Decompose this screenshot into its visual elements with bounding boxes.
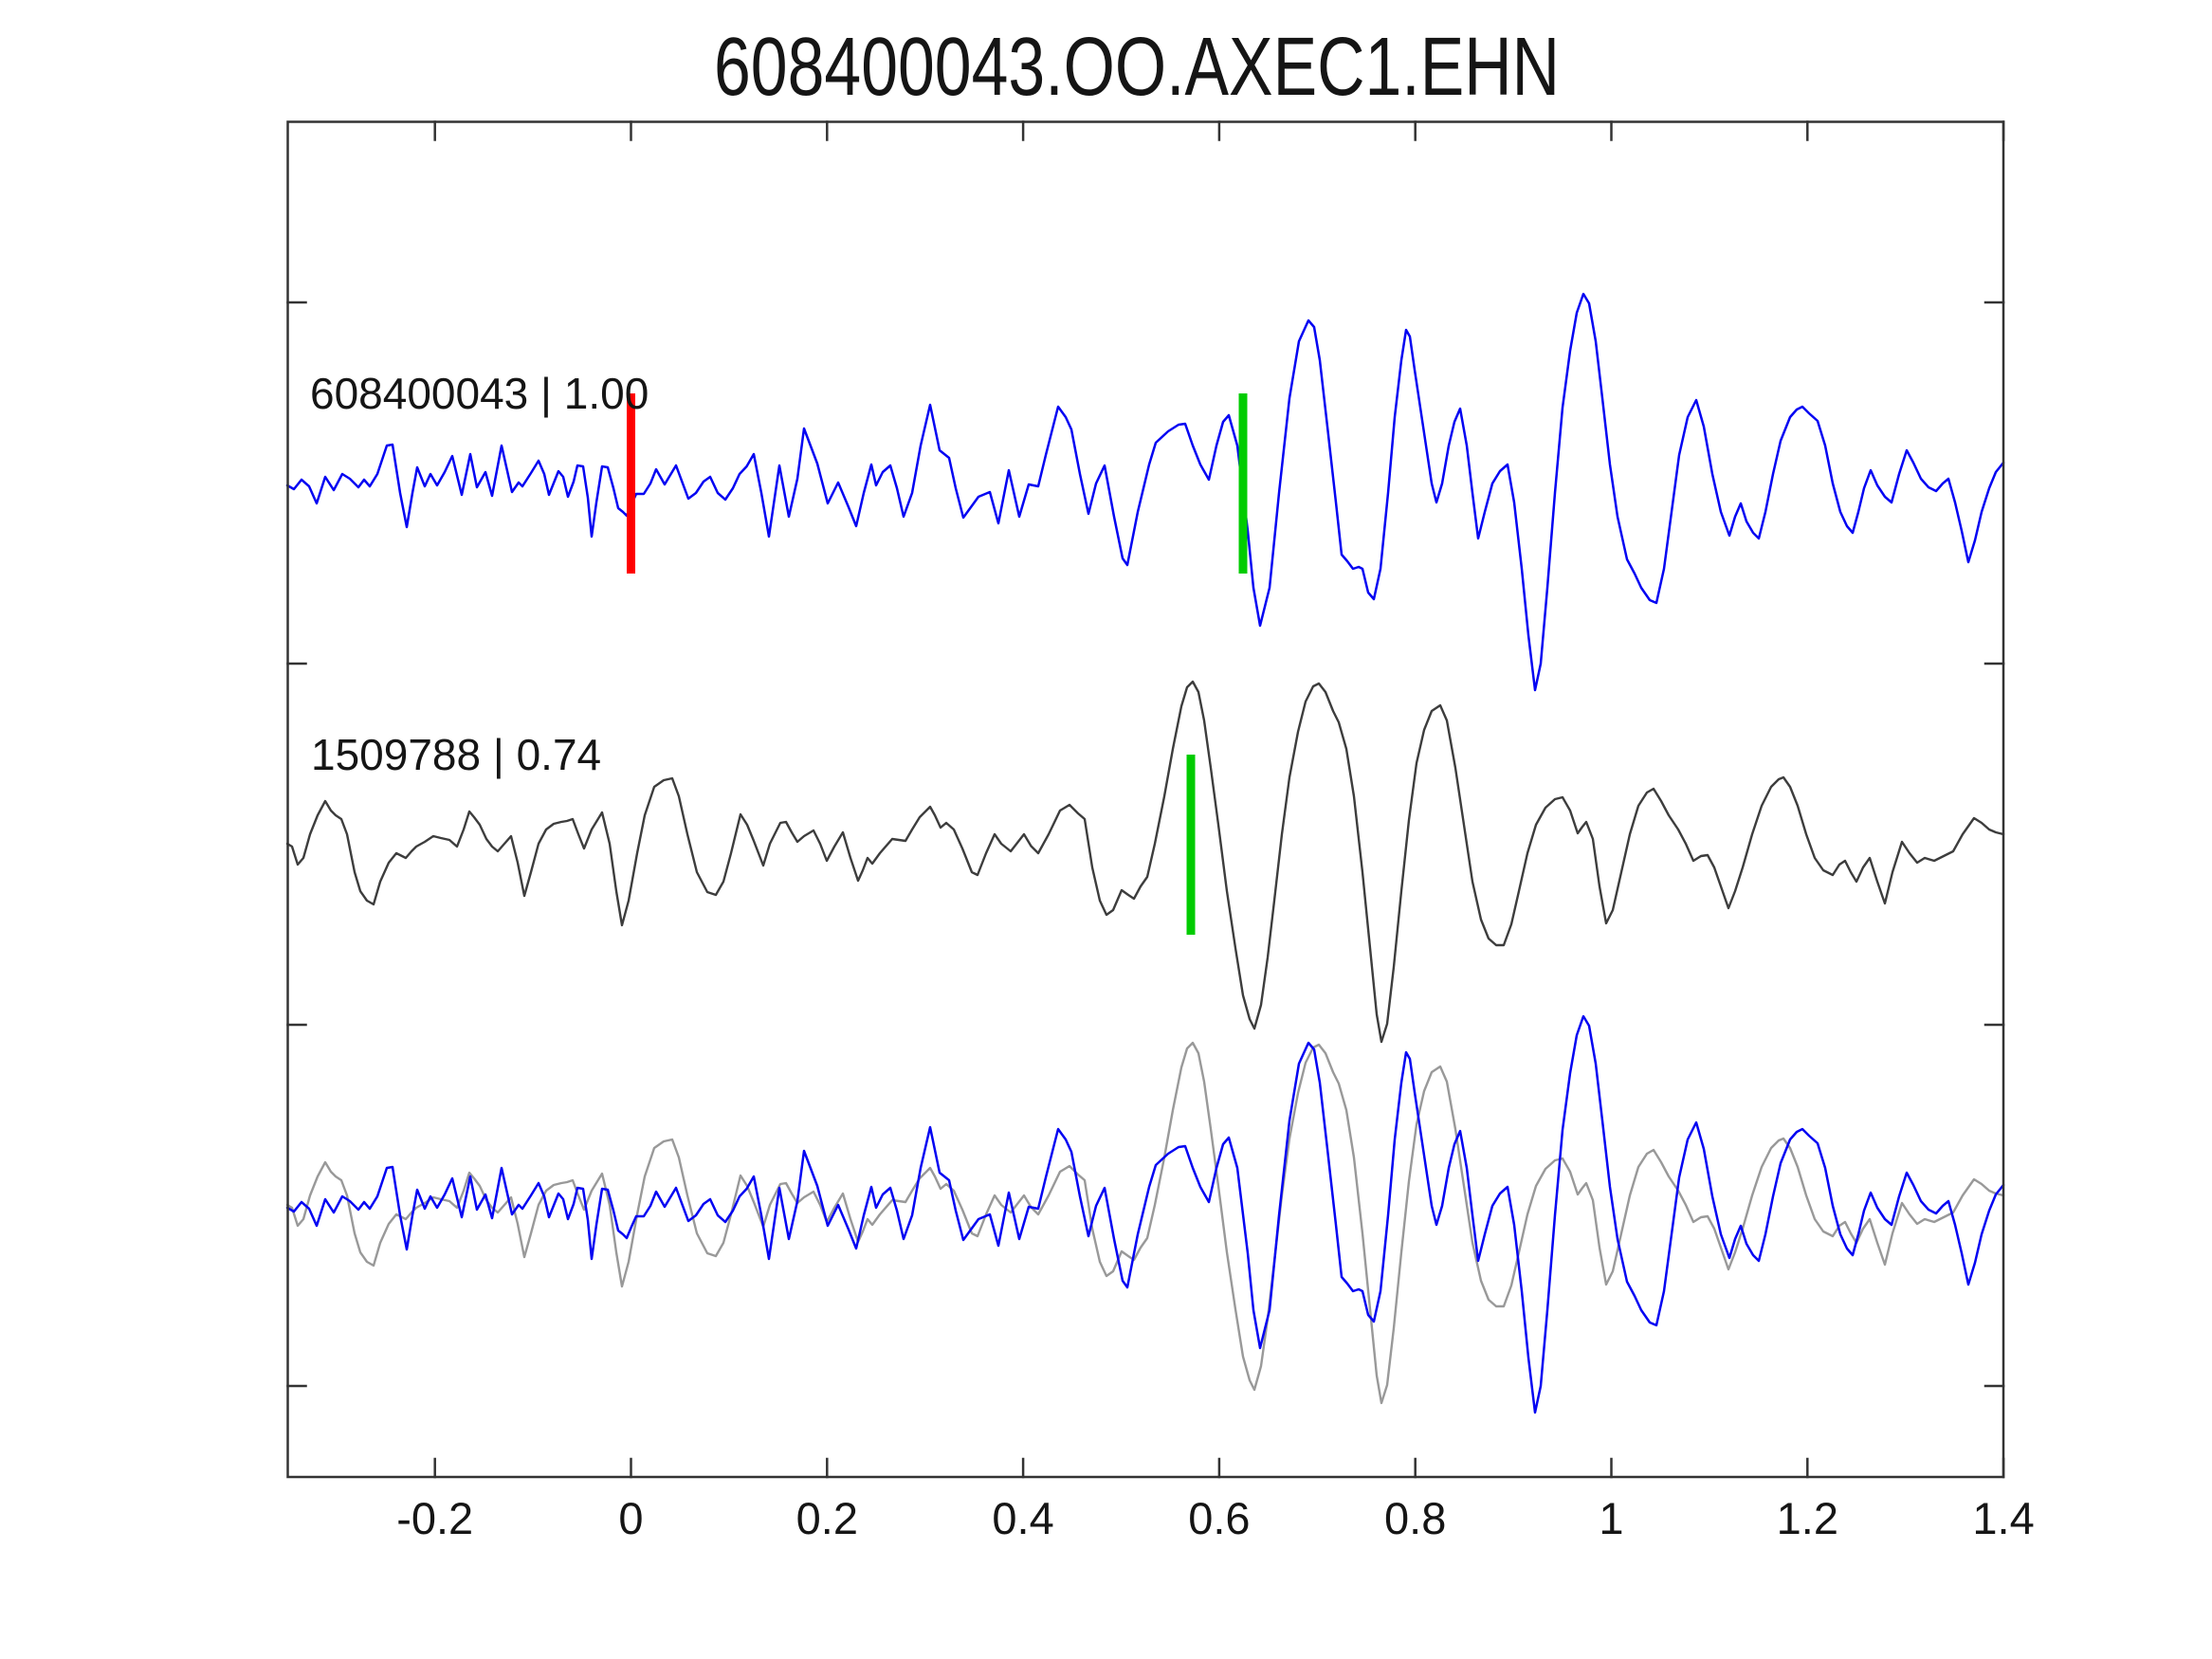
svg-text:-0.2: -0.2 (396, 1493, 473, 1543)
svg-text:608400043.OO.AXEC1.EHN: 608400043.OO.AXEC1.EHN (714, 21, 1560, 113)
svg-text:0.4: 0.4 (992, 1493, 1053, 1543)
svg-text:0.2: 0.2 (796, 1493, 858, 1543)
svg-text:1509788 | 0.74: 1509788 | 0.74 (311, 730, 601, 779)
svg-text:1.2: 1.2 (1777, 1493, 1838, 1543)
svg-text:1: 1 (1599, 1493, 1623, 1543)
svg-text:0.6: 0.6 (1188, 1493, 1250, 1543)
svg-text:0.8: 0.8 (1384, 1493, 1446, 1543)
svg-text:608400043 | 1.00: 608400043 | 1.00 (310, 369, 649, 418)
svg-text:0: 0 (618, 1493, 643, 1543)
svg-text:1.4: 1.4 (1972, 1493, 2034, 1543)
